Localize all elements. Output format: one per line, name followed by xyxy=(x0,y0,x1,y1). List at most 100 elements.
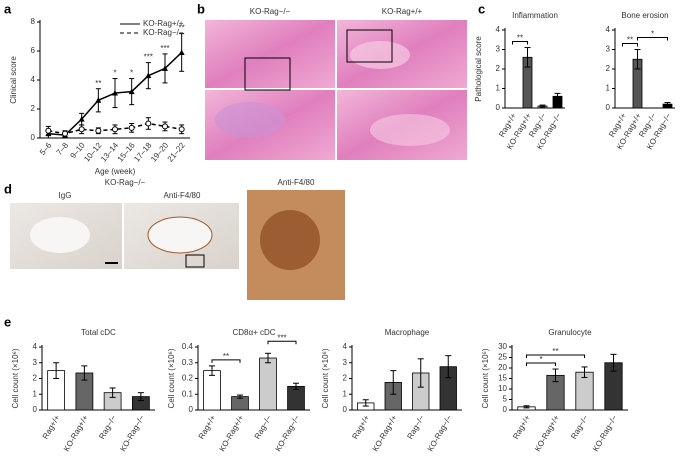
marker xyxy=(162,65,168,71)
marker xyxy=(178,126,185,133)
significance-label: *** xyxy=(160,44,169,53)
x-tick-label: Rag−/− xyxy=(569,413,590,441)
x-tick-label: Rag−/− xyxy=(97,413,118,441)
image-title: KO-Rag−/− xyxy=(250,7,291,16)
marker xyxy=(162,123,168,130)
y-tick-label: 20 xyxy=(498,363,507,372)
significance-label: ** xyxy=(627,36,633,45)
tissue xyxy=(260,210,320,270)
chart-title: Granulocyte xyxy=(548,328,592,337)
ihc-images xyxy=(10,190,345,300)
chart-title: Bone erosion xyxy=(621,11,668,20)
error-bar xyxy=(554,92,561,100)
y-tick-label: 4 xyxy=(606,25,611,34)
tissue xyxy=(215,102,285,138)
image-group-title: KO-Rag−/− xyxy=(105,178,146,187)
line xyxy=(48,122,182,135)
y-tick-label: 0.4 xyxy=(182,342,194,351)
y-tick-label: 2 xyxy=(31,104,36,113)
y-tick-label: 25 xyxy=(498,353,507,362)
y-tick-label: 15 xyxy=(498,374,507,383)
marker xyxy=(128,88,135,95)
inset-box xyxy=(346,29,393,63)
x-tick-label: KO-Rag−/− xyxy=(274,413,302,453)
tissue xyxy=(147,216,213,254)
legend-label: KO-Rag+/+ xyxy=(143,19,184,28)
significance-bracket xyxy=(526,362,556,367)
error-bar xyxy=(362,399,369,407)
marker xyxy=(178,49,185,55)
error-bar xyxy=(524,47,531,68)
x-tick-label: KO-Rag−/− xyxy=(591,413,619,453)
x-tick-label: Rag+/+ xyxy=(350,413,371,441)
y-tick-label: 4 xyxy=(31,75,36,84)
y-tick-label: 1 xyxy=(606,84,611,93)
y-tick-label: 1 xyxy=(33,389,38,398)
y-tick-label: 0 xyxy=(31,133,36,142)
error-bar xyxy=(293,382,299,391)
y-tick-label: 5 xyxy=(503,395,508,404)
significance-bracket xyxy=(526,354,585,358)
y-tick-label: 0 xyxy=(496,103,501,112)
error-bar xyxy=(81,365,88,381)
y-axis-label: Pathological score xyxy=(474,36,483,102)
marker xyxy=(78,116,85,122)
significance-label: * xyxy=(130,69,133,78)
significance-label: ** xyxy=(517,34,523,43)
significance-label: * xyxy=(539,355,542,364)
error-bar xyxy=(581,366,588,378)
error-bar xyxy=(664,102,671,107)
error-bar xyxy=(237,394,243,399)
x-tick-label: Rag−/− xyxy=(253,413,274,441)
x-axis-label: Age (week) xyxy=(95,167,136,176)
x-tick-label: Rag+/+ xyxy=(41,413,62,441)
error-bar xyxy=(634,49,641,70)
y-tick-label: 0.3 xyxy=(182,358,194,367)
x-tick-label: KO-Rag+/+ xyxy=(533,413,561,453)
significance-label: *** xyxy=(277,333,286,342)
significance-label: ** xyxy=(223,352,229,361)
y-tick-label: 1 xyxy=(496,84,501,93)
x-tick-label: KO-Rag−/− xyxy=(426,413,454,453)
marker xyxy=(62,130,68,137)
marker xyxy=(112,90,118,96)
y-tick-label: 6 xyxy=(31,46,36,55)
y-tick-label: 0 xyxy=(33,405,38,414)
x-tick-label: Rag+/+ xyxy=(197,413,218,441)
y-tick-label: 0.2 xyxy=(182,374,194,383)
y-axis-label: Cell count (×10⁶) xyxy=(167,348,176,408)
error-bar xyxy=(417,358,424,388)
y-tick-label: 0 xyxy=(606,103,611,112)
y-axis-label: Cell count (×10⁶) xyxy=(11,348,20,408)
y-tick-label: 3 xyxy=(496,45,501,54)
significance-bracket xyxy=(637,37,668,41)
marker xyxy=(128,124,135,131)
y-tick-label: 3 xyxy=(606,45,611,54)
x-tick-label: Rag+/+ xyxy=(511,413,532,441)
y-tick-label: 2 xyxy=(496,64,501,73)
bar xyxy=(259,357,277,411)
bar xyxy=(203,370,221,411)
error-bar xyxy=(523,405,530,409)
significance-label: * xyxy=(651,30,654,39)
histology-images xyxy=(205,20,467,160)
error-bar xyxy=(53,362,60,379)
significance-label: ** xyxy=(179,24,185,33)
y-tick-label: 3 xyxy=(33,358,38,367)
panel-letter: d xyxy=(4,181,12,196)
x-tick-label: 5–6 xyxy=(38,140,54,156)
y-tick-label: 0.1 xyxy=(182,389,194,398)
y-axis-label: Cell count (×10⁵) xyxy=(481,348,490,408)
x-tick-label: 21–22 xyxy=(166,140,188,163)
y-axis-label: Cell count (×10⁶) xyxy=(321,348,330,408)
panel-letter: b xyxy=(197,1,205,16)
image-title: IgG xyxy=(59,191,72,200)
y-tick-label: 2 xyxy=(606,64,611,73)
marker xyxy=(95,127,102,134)
y-tick-label: 4 xyxy=(496,25,501,34)
chart-title: Macrophage xyxy=(385,328,430,337)
significance-bracket xyxy=(622,43,638,47)
y-axis-label: Clinical score xyxy=(9,56,18,104)
image-title: Anti-F4/80 xyxy=(278,178,315,187)
tissue xyxy=(30,217,90,253)
